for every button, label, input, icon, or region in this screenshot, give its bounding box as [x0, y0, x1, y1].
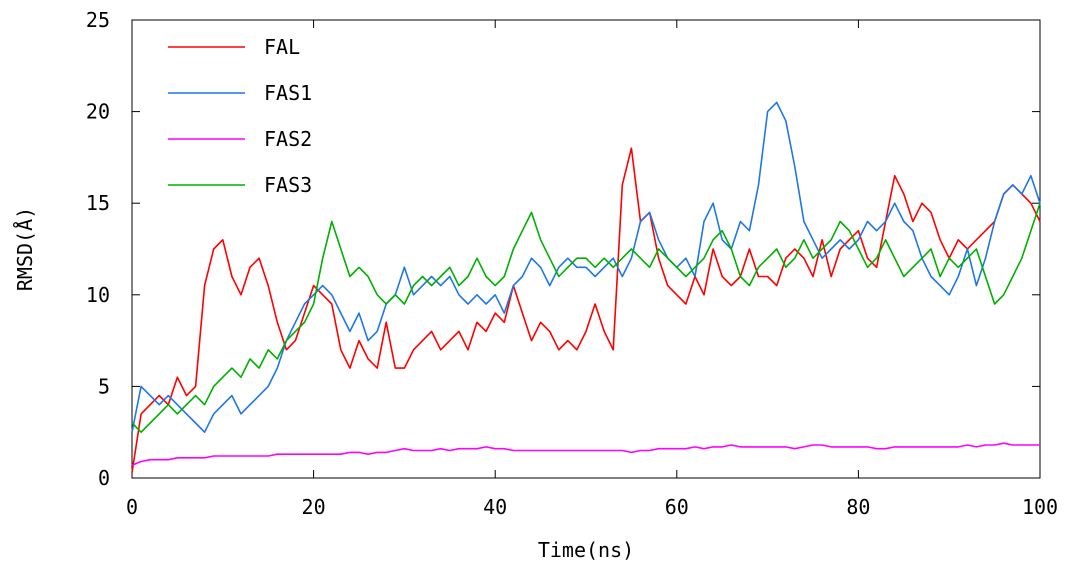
legend-label: FAS2 [264, 127, 312, 151]
series-layer [132, 102, 1040, 472]
x-tick-label: 100 [1022, 495, 1058, 519]
y-tick-label: 5 [98, 374, 110, 398]
x-tick-label: 20 [302, 495, 326, 519]
series-line-fas1 [132, 102, 1040, 432]
y-tick-label: 0 [98, 466, 110, 490]
y-tick-label: 15 [86, 191, 110, 215]
legend-label: FAL [264, 35, 300, 59]
series-line-fas3 [132, 203, 1040, 432]
y-axis-label: RMSD(Å) [13, 207, 37, 291]
x-tick-label: 60 [665, 495, 689, 519]
legend: FAL FAS1 FAS2 FAS3 [168, 35, 312, 197]
legend-label: FAS3 [264, 173, 312, 197]
x-tick-label: 40 [483, 495, 507, 519]
y-axis: 0 5 10 15 20 25 [86, 8, 1040, 490]
y-tick-label: 10 [86, 283, 110, 307]
x-tick-label: 0 [126, 495, 138, 519]
x-tick-label: 80 [846, 495, 870, 519]
legend-label: FAS1 [264, 81, 312, 105]
y-tick-label: 20 [86, 100, 110, 124]
y-tick-label: 25 [86, 8, 110, 32]
x-axis-label: Time(ns) [538, 538, 634, 562]
series-line-fas2 [132, 443, 1040, 465]
